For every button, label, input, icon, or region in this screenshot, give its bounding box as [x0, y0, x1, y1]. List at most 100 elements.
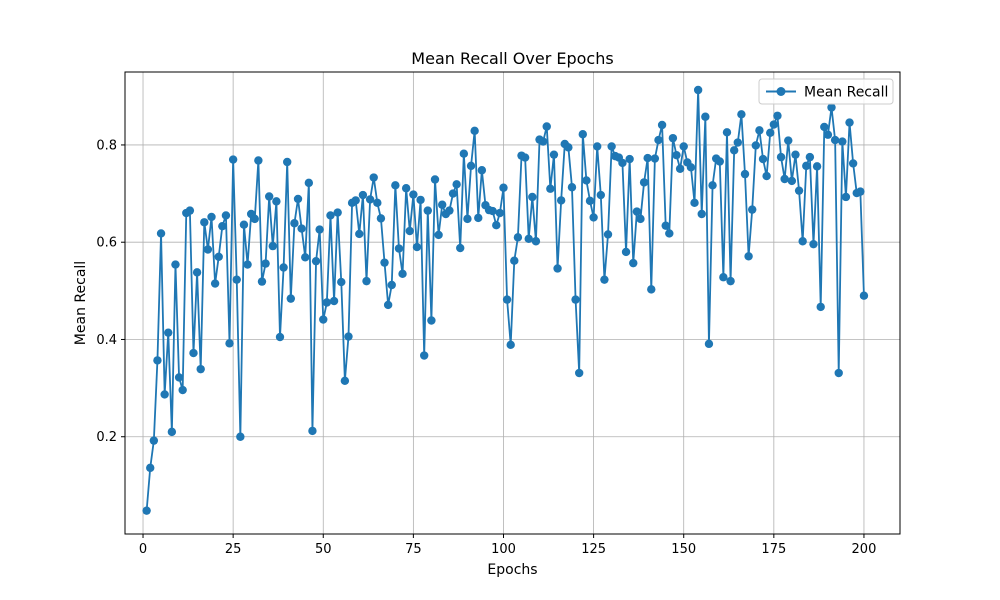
data-point	[293, 194, 303, 204]
data-point	[178, 385, 187, 395]
x-tick-label: 125	[581, 542, 606, 557]
data-point	[319, 315, 328, 324]
data-point	[412, 242, 422, 252]
data-point	[448, 189, 458, 198]
data-point	[542, 122, 551, 131]
series-layer	[142, 85, 869, 515]
x-axis-label: Epochs	[487, 562, 537, 578]
data-point	[809, 239, 818, 249]
data-point	[549, 150, 559, 159]
data-point	[827, 103, 836, 112]
data-point	[838, 137, 847, 146]
data-point	[495, 208, 505, 218]
data-point	[358, 190, 368, 200]
data-point	[639, 178, 649, 187]
legend: Mean Recall	[758, 78, 894, 105]
data-point	[729, 146, 739, 155]
data-point	[556, 196, 566, 205]
data-point	[650, 154, 660, 163]
data-point	[856, 187, 865, 196]
data-point	[657, 120, 667, 130]
data-point	[845, 118, 854, 127]
data-point	[185, 206, 195, 215]
data-point	[459, 149, 469, 158]
data-point	[596, 190, 606, 200]
data-point	[301, 253, 310, 262]
data-point	[546, 184, 555, 193]
data-point	[423, 206, 432, 215]
data-point	[791, 150, 800, 159]
data-point	[466, 161, 476, 171]
data-point	[405, 226, 414, 236]
data-point	[344, 332, 353, 341]
data-point	[820, 122, 829, 132]
data-point	[693, 85, 703, 95]
data-point	[632, 207, 642, 216]
data-point	[510, 256, 519, 265]
data-point	[207, 212, 216, 222]
data-point	[582, 176, 591, 185]
data-point	[214, 252, 223, 261]
data-point	[228, 155, 238, 164]
data-point	[492, 220, 501, 230]
data-point	[643, 153, 652, 163]
data-point	[618, 158, 627, 168]
data-point	[351, 196, 360, 205]
data-point	[672, 150, 681, 160]
data-point	[394, 244, 404, 253]
data-point	[218, 221, 227, 231]
data-point	[311, 256, 321, 266]
data-point	[647, 285, 656, 294]
data-point	[419, 351, 429, 360]
data-point	[690, 198, 699, 208]
data-point	[189, 348, 198, 358]
data-point	[250, 214, 259, 224]
data-point	[290, 219, 299, 228]
data-point	[149, 436, 159, 445]
data-point	[232, 275, 241, 284]
data-point	[297, 224, 306, 233]
data-point	[538, 137, 548, 146]
plot-frame	[124, 71, 901, 535]
data-point	[279, 263, 288, 272]
data-point	[225, 339, 234, 348]
data-point	[333, 208, 342, 217]
data-point	[578, 130, 587, 139]
x-axis: 0 25 50 75 100 125 150 175 200	[139, 534, 876, 557]
data-point	[686, 163, 696, 172]
data-point	[203, 245, 213, 254]
data-point	[236, 432, 245, 441]
data-point	[499, 183, 508, 192]
data-point	[164, 328, 173, 337]
data-point	[308, 426, 317, 436]
data-point	[574, 368, 584, 378]
data-point	[513, 233, 523, 242]
data-point	[726, 276, 735, 286]
data-point	[362, 276, 371, 286]
data-point	[701, 112, 710, 121]
data-point	[456, 243, 465, 253]
data-point	[802, 161, 811, 171]
data-point	[376, 214, 386, 223]
data-point	[286, 294, 296, 303]
data-point	[733, 138, 742, 147]
data-point	[784, 136, 793, 145]
legend-label-mean-recall: Mean Recall	[804, 85, 888, 101]
data-point	[477, 166, 487, 175]
data-point	[430, 175, 440, 184]
data-point	[174, 373, 184, 382]
data-point	[401, 184, 411, 193]
data-point	[153, 356, 162, 365]
data-point	[625, 154, 634, 164]
data-point	[748, 205, 757, 214]
data-point	[697, 209, 706, 219]
y-tick-label: 0.4	[96, 333, 117, 348]
data-point	[416, 195, 425, 205]
data-point	[859, 291, 869, 300]
data-point	[470, 126, 479, 136]
data-point	[452, 180, 461, 189]
data-point	[621, 247, 631, 257]
y-tick-label: 0.6	[96, 236, 117, 251]
data-point	[254, 156, 263, 165]
data-point	[192, 268, 202, 277]
